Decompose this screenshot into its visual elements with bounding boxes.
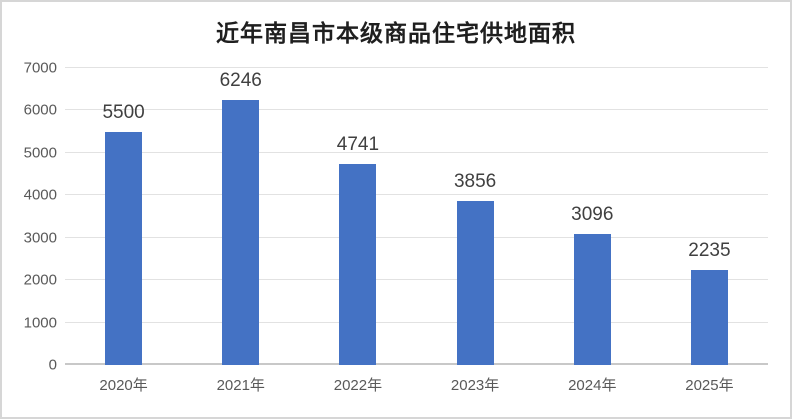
x-axis-labels: 2020年 2021年 2022年 2023年 2024年 2025年 <box>65 374 768 395</box>
bar-value-label: 3856 <box>453 171 497 193</box>
gridline <box>65 67 768 68</box>
y-tick-label: 2000 <box>23 271 57 289</box>
y-tick-label: 1000 <box>23 314 57 332</box>
bars: 5500 6246 4741 3856 3096 2235 <box>65 68 768 365</box>
bar-slot: 5500 <box>65 68 182 365</box>
bar-2023年 <box>456 201 494 365</box>
y-tick-label: 6000 <box>23 101 57 119</box>
y-tick-label: 4000 <box>23 186 57 204</box>
bar-2021年 <box>222 100 260 365</box>
y-tick-label: 7000 <box>23 59 57 77</box>
plot-area-wrap: 0 1000 2000 3000 4000 5000 6000 7000 5500 6246 47… <box>2 60 790 374</box>
bar-2025年 <box>690 270 728 365</box>
bar-value-label: 2235 <box>688 240 731 262</box>
chart-title: 近年南昌市本级商品住宅供地面积 <box>216 21 576 46</box>
gridline <box>65 279 768 281</box>
bar-slot: 3096 <box>534 68 651 365</box>
bar-slot: 3856 <box>417 68 534 365</box>
x-tick-label: 2022年 <box>333 377 383 394</box>
bar-slot: 4741 <box>299 68 416 365</box>
gridline <box>65 321 768 323</box>
x-tick-label: 2020年 <box>99 377 148 394</box>
bar-slot: 6246 <box>182 68 299 365</box>
y-tick-label: 0 <box>48 356 57 374</box>
gridline <box>65 151 768 153</box>
gridline <box>65 236 768 238</box>
gridline <box>65 194 768 196</box>
x-tick-label: 2025年 <box>685 377 734 394</box>
bar-2020年 <box>105 131 143 365</box>
bar-2022年 <box>339 163 377 365</box>
y-axis-labels: 0 1000 2000 3000 4000 5000 6000 7000 <box>2 60 57 374</box>
bar-value-label: 6246 <box>219 70 262 91</box>
y-tick-label: 5000 <box>23 144 57 162</box>
x-axis-line <box>65 363 768 365</box>
plot-area: 5500 6246 4741 3856 3096 2235 <box>65 67 768 365</box>
bar-value-label: 5500 <box>102 101 145 123</box>
x-tick-label: 2023年 <box>450 377 500 394</box>
x-tick-label: 2021年 <box>216 377 265 394</box>
y-tick-label: 3000 <box>23 229 57 247</box>
x-tick-label: 2024年 <box>568 377 617 394</box>
bar-value-label: 3096 <box>571 203 614 225</box>
bar-2024年 <box>573 233 611 365</box>
bar-slot: 2235 <box>651 68 768 365</box>
bar-value-label: 4741 <box>336 133 380 155</box>
gridline <box>65 109 768 111</box>
